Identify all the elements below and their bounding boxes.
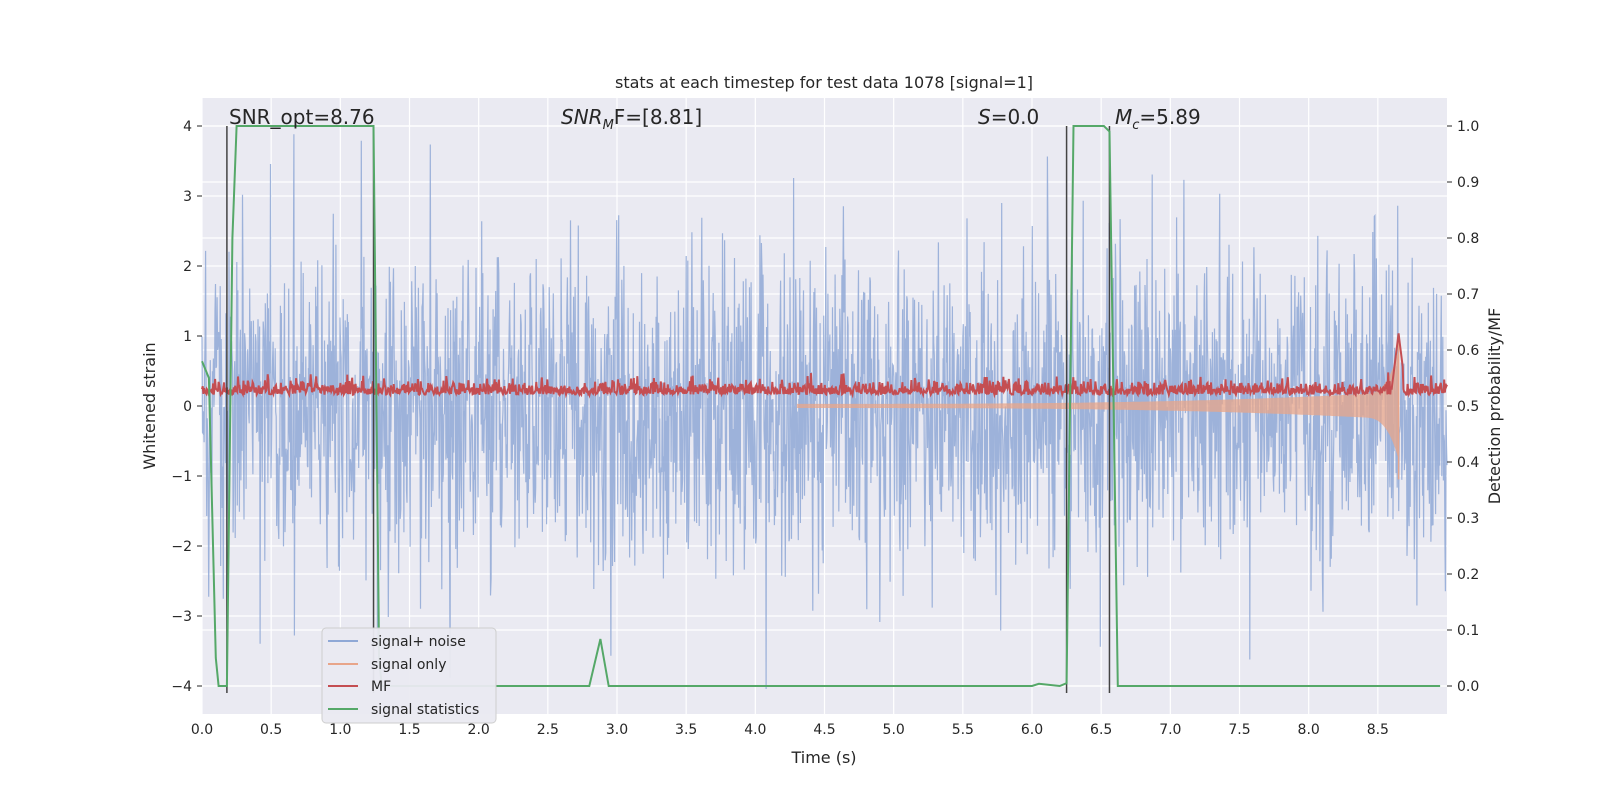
x-tick-label: 4.0 <box>744 722 766 738</box>
x-tick-label: 4.5 <box>813 722 835 738</box>
x-tick-label: 8.0 <box>1298 722 1320 738</box>
x-tick-label: 6.5 <box>1090 722 1112 738</box>
legend: signal+ noise signal only MF signal stat… <box>321 627 497 724</box>
y-tick-label: −4 <box>171 679 192 695</box>
x-tick-label: 7.5 <box>1228 722 1250 738</box>
x-tick-label: 5.0 <box>883 722 905 738</box>
y-right-axis-label: Detection probability/MF <box>1485 308 1504 505</box>
x-tick-label: 2.5 <box>537 722 559 738</box>
y-tick-label: 2 <box>183 259 192 275</box>
series-mf <box>201 333 1448 399</box>
y-right-tick-label: 0.5 <box>1457 399 1479 415</box>
annotation-mc-rest: =5.89 <box>1139 105 1200 129</box>
annotation-s: S=0.0 <box>978 105 1039 129</box>
y-right-tick-label: 0.2 <box>1457 567 1479 583</box>
vertical-markers <box>226 126 1111 693</box>
x-tick-label: 7.0 <box>1159 722 1181 738</box>
x-tick-label: 2.0 <box>468 722 490 738</box>
series-signal-only <box>796 336 1400 480</box>
series-signal-statistics <box>201 125 1441 688</box>
y-right-tick-label: 0.7 <box>1457 287 1479 303</box>
annotation-snr-mf-rest: F=[8.81] <box>614 105 702 129</box>
y-right-tick-label: 1.0 <box>1457 119 1479 135</box>
annotation-mc-base: M <box>1115 105 1132 129</box>
y-tick-label: 4 <box>183 119 192 135</box>
signal-envelope <box>796 350 1399 460</box>
legend-label-signal-statistics: signal statistics <box>371 702 479 718</box>
legend-box <box>321 627 497 724</box>
x-tick-label: 5.5 <box>952 722 974 738</box>
x-tick-label: 6.0 <box>1021 722 1043 738</box>
y-right-tick-label: 0.4 <box>1457 455 1479 471</box>
y-tick-label: −3 <box>171 609 192 625</box>
series-signal-noise <box>201 134 1448 690</box>
x-tick-label: 0.0 <box>191 722 213 738</box>
y-right-tick-label: 0.6 <box>1457 343 1479 359</box>
y-right-tick-label: 0.9 <box>1457 175 1479 191</box>
y-right-tick-label: 0.8 <box>1457 231 1479 247</box>
y-axis-label: Whitened strain <box>140 342 159 469</box>
y-tick-label: 3 <box>183 189 192 205</box>
x-tick-label: 0.5 <box>260 722 282 738</box>
y-tick-label: 1 <box>183 329 192 345</box>
mf-line <box>201 333 1448 399</box>
x-tick-label: 3.0 <box>606 722 628 738</box>
annotation-mc-sub: c <box>1132 118 1139 133</box>
y-right-tick-label: 0.1 <box>1457 623 1479 639</box>
x-axis-label: Time (s) <box>790 748 856 767</box>
annotation-snr-mf: SNRMF=[8.81] <box>561 105 702 133</box>
annotation-snr-mf-base: SNR <box>561 105 603 129</box>
x-tick-label: 1.5 <box>398 722 420 738</box>
legend-label-signal-only: signal only <box>371 657 446 673</box>
annotation-mc: Mc=5.89 <box>1115 105 1201 133</box>
legend-label-signal-noise: signal+ noise <box>371 634 466 650</box>
y-right-tick-label: 0.0 <box>1457 679 1479 695</box>
axis-ticks: 0.0 0.5 1.0 1.5 2.0 2.5 3.0 3.5 4.0 4.5 5.0 5.5 6.0 6… <box>171 119 1479 738</box>
x-tick-label: 8.5 <box>1367 722 1389 738</box>
noise-line <box>201 134 1448 690</box>
x-tick-label: 1.0 <box>329 722 351 738</box>
legend-label-mf: MF <box>371 679 391 695</box>
chart-title: stats at each timestep for test data 107… <box>615 73 1033 92</box>
annotation-s-rest: =0.0 <box>991 105 1040 129</box>
annotation-snr-opt: SNR_opt=8.76 <box>229 105 375 129</box>
y-tick-label: −1 <box>171 469 192 485</box>
annotation-snr-mf-sub: M <box>603 118 614 133</box>
y-tick-label: 0 <box>183 399 192 415</box>
y-tick-label: −2 <box>171 539 192 555</box>
x-tick-label: 3.5 <box>675 722 697 738</box>
y-right-tick-label: 0.3 <box>1457 511 1479 527</box>
signal-statistics-line <box>201 125 1441 688</box>
annotation-s-base: S <box>978 105 991 129</box>
